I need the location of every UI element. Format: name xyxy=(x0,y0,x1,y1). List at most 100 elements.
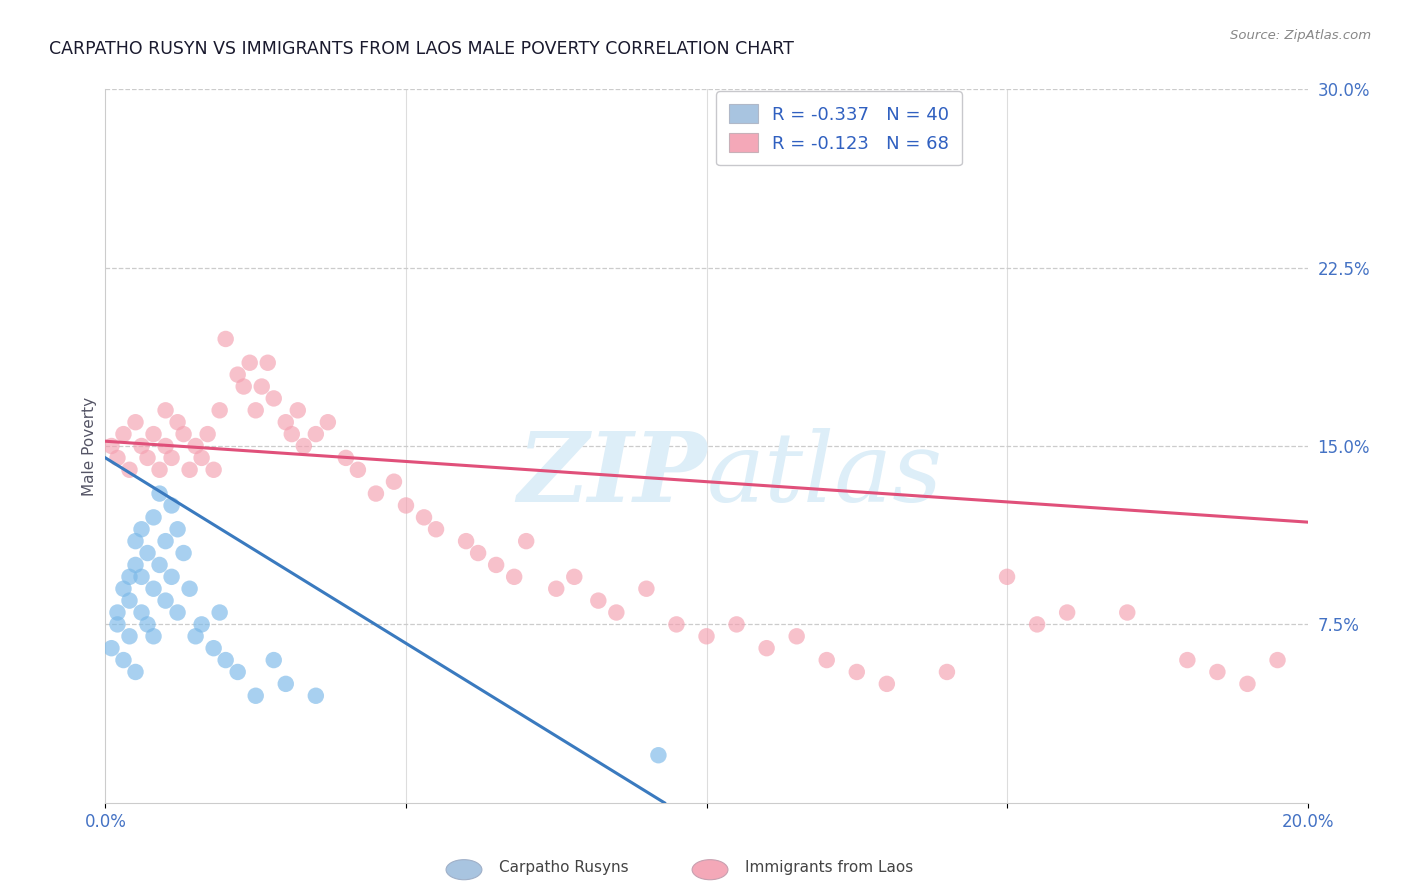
Point xyxy=(142,582,165,596)
Point xyxy=(1056,606,1078,620)
Legend: R = -0.337   N = 40, R = -0.123   N = 68: R = -0.337 N = 40, R = -0.123 N = 68 xyxy=(716,91,962,165)
Point xyxy=(636,582,658,596)
Point xyxy=(124,665,146,679)
Point xyxy=(190,617,212,632)
Point xyxy=(148,463,170,477)
Point xyxy=(136,450,159,465)
Text: atlas: atlas xyxy=(707,427,942,522)
Point xyxy=(588,593,610,607)
Point xyxy=(155,534,177,549)
Point xyxy=(274,415,297,429)
Point xyxy=(107,450,129,465)
Point xyxy=(136,617,159,632)
Point xyxy=(197,427,219,442)
Point xyxy=(503,570,526,584)
Point xyxy=(214,332,236,346)
Point xyxy=(786,629,808,643)
Point xyxy=(605,606,627,620)
Point xyxy=(232,379,254,393)
Text: Carpatho Rusyns: Carpatho Rusyns xyxy=(499,860,628,874)
Point xyxy=(274,677,297,691)
Point xyxy=(1267,653,1289,667)
Point xyxy=(160,499,183,513)
Point xyxy=(136,546,159,560)
Point xyxy=(179,463,201,477)
Ellipse shape xyxy=(446,860,482,880)
Point xyxy=(647,748,669,763)
Point xyxy=(256,356,278,370)
Point xyxy=(815,653,838,667)
Point xyxy=(173,427,195,442)
Point xyxy=(118,629,141,643)
Text: ZIP: ZIP xyxy=(517,427,707,522)
Point xyxy=(467,546,489,560)
Text: Immigrants from Laos: Immigrants from Laos xyxy=(745,860,914,874)
Point xyxy=(124,534,146,549)
Point xyxy=(292,439,315,453)
Point xyxy=(725,617,748,632)
Point xyxy=(112,427,135,442)
Point xyxy=(155,439,177,453)
Point xyxy=(202,641,225,656)
Point xyxy=(395,499,418,513)
Point xyxy=(173,546,195,560)
Point xyxy=(281,427,304,442)
Point xyxy=(665,617,688,632)
Point xyxy=(239,356,262,370)
Point xyxy=(148,486,170,500)
Point xyxy=(148,558,170,572)
Point xyxy=(425,522,447,536)
Point xyxy=(100,439,122,453)
Point xyxy=(131,522,153,536)
Point xyxy=(546,582,568,596)
Point xyxy=(184,439,207,453)
Point xyxy=(100,641,122,656)
Y-axis label: Male Poverty: Male Poverty xyxy=(82,396,97,496)
Point xyxy=(155,403,177,417)
Point xyxy=(454,534,477,549)
Point xyxy=(845,665,868,679)
Point xyxy=(1206,665,1229,679)
Point xyxy=(131,439,153,453)
Point xyxy=(124,558,146,572)
Point xyxy=(876,677,898,691)
Point xyxy=(118,570,141,584)
Point xyxy=(142,510,165,524)
Point xyxy=(347,463,370,477)
Point xyxy=(112,653,135,667)
Point xyxy=(160,570,183,584)
Point xyxy=(155,593,177,607)
Point xyxy=(1175,653,1198,667)
Point xyxy=(107,617,129,632)
Text: CARPATHO RUSYN VS IMMIGRANTS FROM LAOS MALE POVERTY CORRELATION CHART: CARPATHO RUSYN VS IMMIGRANTS FROM LAOS M… xyxy=(49,40,794,58)
Point xyxy=(1116,606,1139,620)
Point xyxy=(160,450,183,465)
Point xyxy=(190,450,212,465)
Point xyxy=(485,558,508,572)
Point xyxy=(131,606,153,620)
Point xyxy=(184,629,207,643)
Point xyxy=(131,570,153,584)
Text: Source: ZipAtlas.com: Source: ZipAtlas.com xyxy=(1230,29,1371,42)
Point xyxy=(107,606,129,620)
Point xyxy=(166,606,188,620)
Point xyxy=(245,689,267,703)
Point xyxy=(305,427,328,442)
Point xyxy=(226,368,249,382)
Point xyxy=(562,570,585,584)
Point xyxy=(413,510,436,524)
Point xyxy=(179,582,201,596)
Point xyxy=(263,392,285,406)
Point xyxy=(208,606,231,620)
Point xyxy=(755,641,778,656)
Point xyxy=(515,534,537,549)
Point xyxy=(214,653,236,667)
Point xyxy=(118,463,141,477)
Point xyxy=(112,582,135,596)
Point xyxy=(166,522,188,536)
Point xyxy=(316,415,339,429)
Point xyxy=(202,463,225,477)
Point xyxy=(335,450,357,465)
Point xyxy=(382,475,405,489)
Point xyxy=(250,379,273,393)
